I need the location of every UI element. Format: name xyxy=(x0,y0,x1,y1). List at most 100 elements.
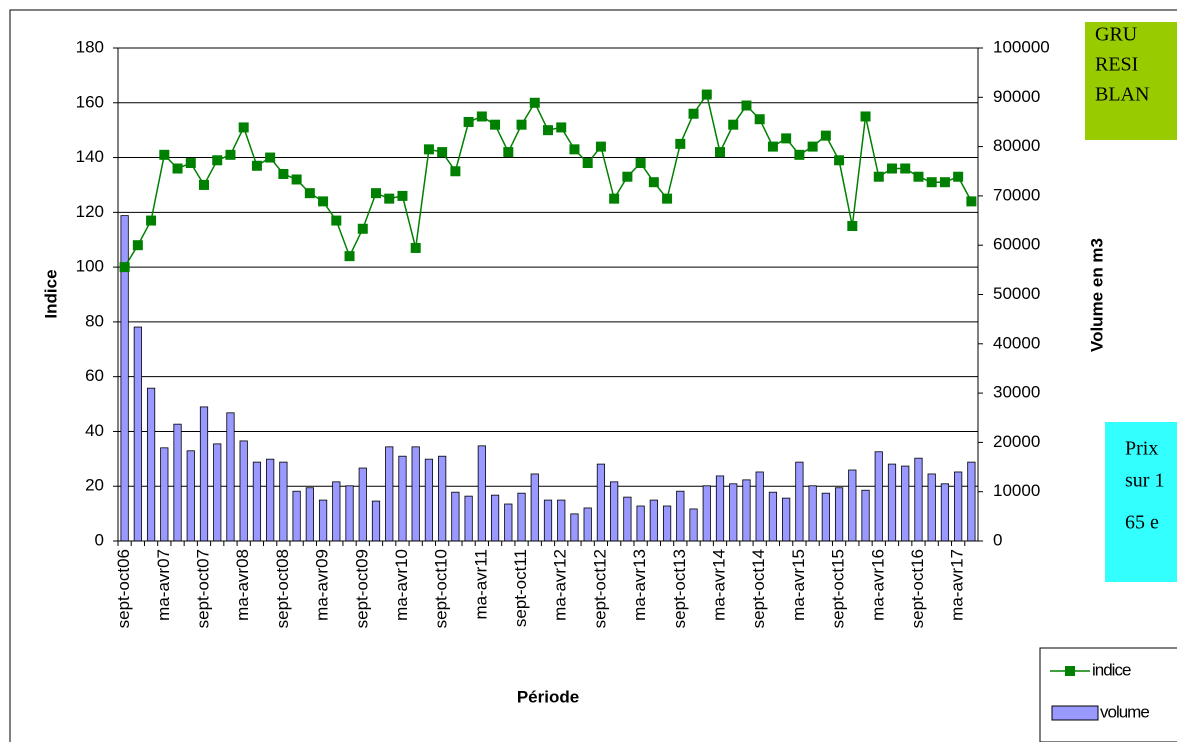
marker xyxy=(344,251,355,262)
bar xyxy=(715,475,725,542)
bar xyxy=(954,471,963,542)
y2-tick-label: 100000 xyxy=(993,37,1050,56)
legend-swatch xyxy=(1051,705,1099,721)
bar xyxy=(782,497,791,542)
bar xyxy=(332,481,341,542)
bar xyxy=(821,492,830,542)
marker xyxy=(966,196,977,207)
bar xyxy=(186,450,195,542)
bar xyxy=(213,443,222,542)
marker xyxy=(212,155,223,166)
marker xyxy=(543,125,553,136)
legend-label: volume xyxy=(1100,702,1149,721)
y2-tick-label: 90000 xyxy=(993,87,1040,106)
marker xyxy=(873,171,884,182)
marker xyxy=(913,171,924,182)
x-tick-label: sept-oct08 xyxy=(273,549,292,628)
y-tick-label: 120 xyxy=(76,202,104,221)
y-tick-label: 40 xyxy=(85,421,104,440)
marker xyxy=(529,97,540,108)
bar xyxy=(279,461,288,542)
bar xyxy=(517,492,526,542)
x-axis-label: Période xyxy=(517,687,579,706)
y-tick-label: 80 xyxy=(85,311,104,330)
y2-tick-label: 30000 xyxy=(993,383,1040,402)
bar xyxy=(266,458,275,542)
bar xyxy=(173,423,182,542)
bar xyxy=(252,461,262,542)
note-text: 65 e xyxy=(1125,512,1159,534)
x-tick-label: sept-oct07 xyxy=(193,549,212,628)
y-tick-label: 60 xyxy=(85,366,104,385)
bar xyxy=(557,499,566,542)
note-text: sur 1 xyxy=(1125,470,1164,492)
marker xyxy=(834,155,845,166)
marker xyxy=(622,171,633,182)
bar xyxy=(662,505,672,542)
marker xyxy=(926,177,937,188)
bar xyxy=(385,446,394,542)
bar xyxy=(411,446,420,542)
marker xyxy=(437,147,448,158)
legend-marker xyxy=(1065,666,1075,676)
bar xyxy=(318,499,328,542)
x-tick-label: ma-avr13 xyxy=(630,549,649,621)
marker xyxy=(595,141,606,152)
bar xyxy=(649,499,658,542)
marker xyxy=(953,171,964,182)
marker xyxy=(609,193,620,204)
marker xyxy=(225,149,236,160)
marker xyxy=(159,149,170,160)
x-tick-label: ma-avr08 xyxy=(233,549,252,621)
x-tick-label: ma-avr12 xyxy=(551,549,570,621)
bar xyxy=(371,500,381,542)
bar xyxy=(424,458,434,542)
y-axis-label: Indice xyxy=(41,269,60,318)
marker xyxy=(820,130,831,141)
marker xyxy=(331,215,342,226)
y2-tick-label: 60000 xyxy=(993,235,1040,254)
bar xyxy=(226,412,235,542)
x-tick-label: sept-oct14 xyxy=(749,549,768,628)
bar xyxy=(901,465,910,542)
marker xyxy=(648,177,659,188)
marker xyxy=(728,119,739,130)
x-tick-label: ma-avr14 xyxy=(709,549,728,621)
bar xyxy=(702,485,711,542)
x-tick-label: sept-oct12 xyxy=(590,549,609,628)
marker xyxy=(767,141,778,152)
bar xyxy=(490,494,500,542)
marker xyxy=(199,179,209,190)
marker xyxy=(146,215,157,226)
bar xyxy=(477,445,486,542)
bar xyxy=(795,461,804,542)
marker xyxy=(701,89,712,100)
marker xyxy=(556,122,567,133)
legend-label: indice xyxy=(1092,660,1131,679)
marker xyxy=(357,223,368,234)
bar xyxy=(729,483,738,542)
marker xyxy=(476,111,487,122)
bar xyxy=(914,457,923,542)
y2-tick-label: 40000 xyxy=(993,333,1040,352)
bar xyxy=(755,471,764,542)
note-text: BLAN xyxy=(1095,84,1149,106)
y2-tick-label: 70000 xyxy=(993,185,1040,204)
marker xyxy=(238,122,249,133)
x-tick-label: ma-avr16 xyxy=(868,549,887,621)
bar xyxy=(610,481,619,542)
note-box xyxy=(1105,422,1177,582)
marker xyxy=(887,163,897,174)
plot-border xyxy=(117,47,979,542)
marker xyxy=(318,196,329,207)
bar xyxy=(834,487,844,542)
x-tick-label: sept-oct09 xyxy=(352,549,371,628)
marker xyxy=(662,193,673,204)
bar xyxy=(808,485,817,542)
marker xyxy=(807,141,818,152)
note-text: GRU xyxy=(1095,24,1138,46)
bar xyxy=(689,508,698,542)
marker xyxy=(397,190,408,201)
marker xyxy=(251,160,262,171)
